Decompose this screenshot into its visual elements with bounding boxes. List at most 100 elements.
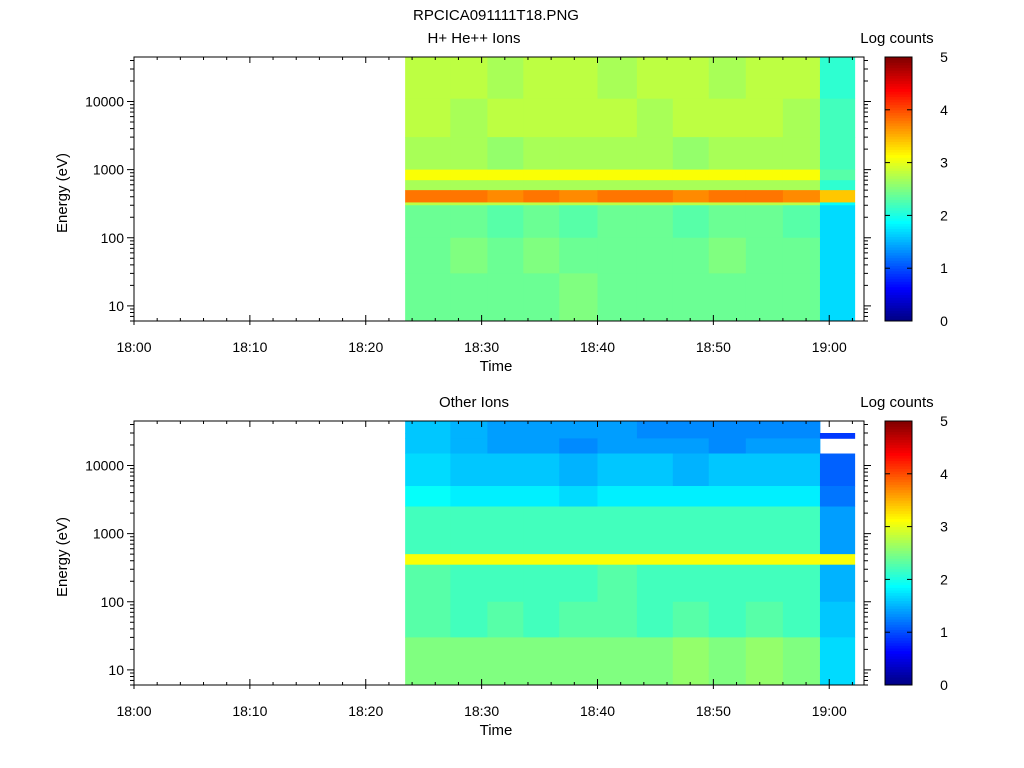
heatmap-cell [597,506,638,555]
heatmap-cell [450,190,488,203]
colorbar-segment [885,502,912,506]
heatmap-cell [672,433,710,439]
x-tick-label: 18:40 [580,703,615,719]
heatmap-cell [672,506,710,555]
colorbar-segment [885,671,912,675]
heatmap-cell [708,486,747,507]
heatmap-cell [450,486,488,507]
colorbar-segment [885,167,912,172]
heatmap-cell [782,433,821,439]
heatmap-cell [819,601,856,638]
heatmap-cell [672,564,710,603]
heatmap-cell [597,137,638,171]
heatmap-cell [523,554,560,566]
heatmap-cell [708,601,747,638]
heatmap-cell [636,438,674,454]
heatmap-cell [405,637,451,686]
x-tick-label: 18:20 [348,339,383,355]
heatmap-cells [405,421,856,686]
colorbar-segment [885,426,912,430]
colorbar-segment [885,584,912,588]
colorbar-segment [885,576,912,580]
colorbar-segment [885,107,912,111]
heatmap-cell [819,205,856,239]
colorbar-segment [885,273,912,277]
heatmap-cell [636,98,674,138]
colorbar-segment [885,204,912,208]
heatmap-cell [559,190,598,203]
colorbar-segment [885,202,912,206]
y-tick-label: 1000 [93,162,124,178]
heatmap-cell [636,273,674,322]
heatmap-cell [405,421,451,434]
colorbar-segment [885,494,912,499]
x-tick-label: 18:30 [464,339,499,355]
colorbar-segment [885,592,912,596]
heatmap-cell [597,190,638,203]
colorbar-segment [885,225,912,230]
heatmap-cell [782,438,821,454]
heatmap-cell [819,180,856,191]
colorbar-segment [885,255,912,259]
heatmap-cell [745,205,784,239]
colorbar-segment [885,537,912,541]
colorbar-tick-label: 2 [940,571,948,587]
heatmap-cell [597,438,638,454]
heatmap-cell [708,57,747,100]
colorbar-segment [885,645,912,649]
heatmap-cell [487,137,524,171]
colorbar-segment [885,247,912,251]
colorbar: 0 1 2 3 4 5 Log counts [860,394,948,693]
colorbar-segment [885,447,912,451]
heatmap-cell [708,554,747,566]
colorbar-segment [885,613,912,617]
y-tick-label: 100 [101,230,125,246]
plot-frame [133,56,865,322]
heatmap-cell [782,273,821,322]
colorbar-segment [885,181,912,185]
colorbar-segment [885,553,912,557]
colorbar-segment [885,228,912,232]
heatmap-cell [782,98,821,138]
colorbar-segment [885,634,912,638]
colorbar-segment [885,574,912,578]
colorbar-tick-label: 3 [940,155,948,171]
colorbar-segment [885,626,912,631]
heatmap-cell [487,506,524,555]
heatmap-cell [559,601,598,638]
heatmap-cell [672,273,710,322]
heatmap-cell [745,564,784,603]
heatmap-cell [636,237,674,274]
heatmap-cell [559,98,598,138]
colorbar-segment [885,231,912,235]
colorbar-label: Log counts [860,30,933,47]
colorbar-segment [885,505,912,509]
colorbar-tick-label: 0 [940,313,948,329]
colorbar-segment [885,539,912,543]
heatmap-cell [745,421,784,434]
colorbar-segment [885,637,912,641]
heatmap-cell [782,637,821,686]
heatmap-cell [405,205,451,239]
colorbar-segment [885,299,912,304]
colorbar-segment [885,57,912,61]
heatmap-cell [708,433,747,439]
colorbar-segment [885,487,912,491]
heatmap-cell [523,57,560,100]
colorbar-segment [885,199,912,203]
heatmap-cell [708,190,747,203]
heatmap-cell [708,506,747,555]
colorbar-segment [885,497,912,501]
heatmap-cell [405,438,451,454]
colorbar-segment [885,529,912,533]
colorbar-segment [885,101,912,106]
colorbar-segment [885,72,912,76]
colorbar-segment [885,67,912,71]
colorbar-segment [885,212,912,216]
heatmap-cell [782,453,821,487]
colorbar-segment [885,436,912,440]
heatmap-cell [559,137,598,171]
heatmap-cell [487,601,524,638]
colorbar-segment [885,294,912,298]
heatmap-cell [523,506,560,555]
